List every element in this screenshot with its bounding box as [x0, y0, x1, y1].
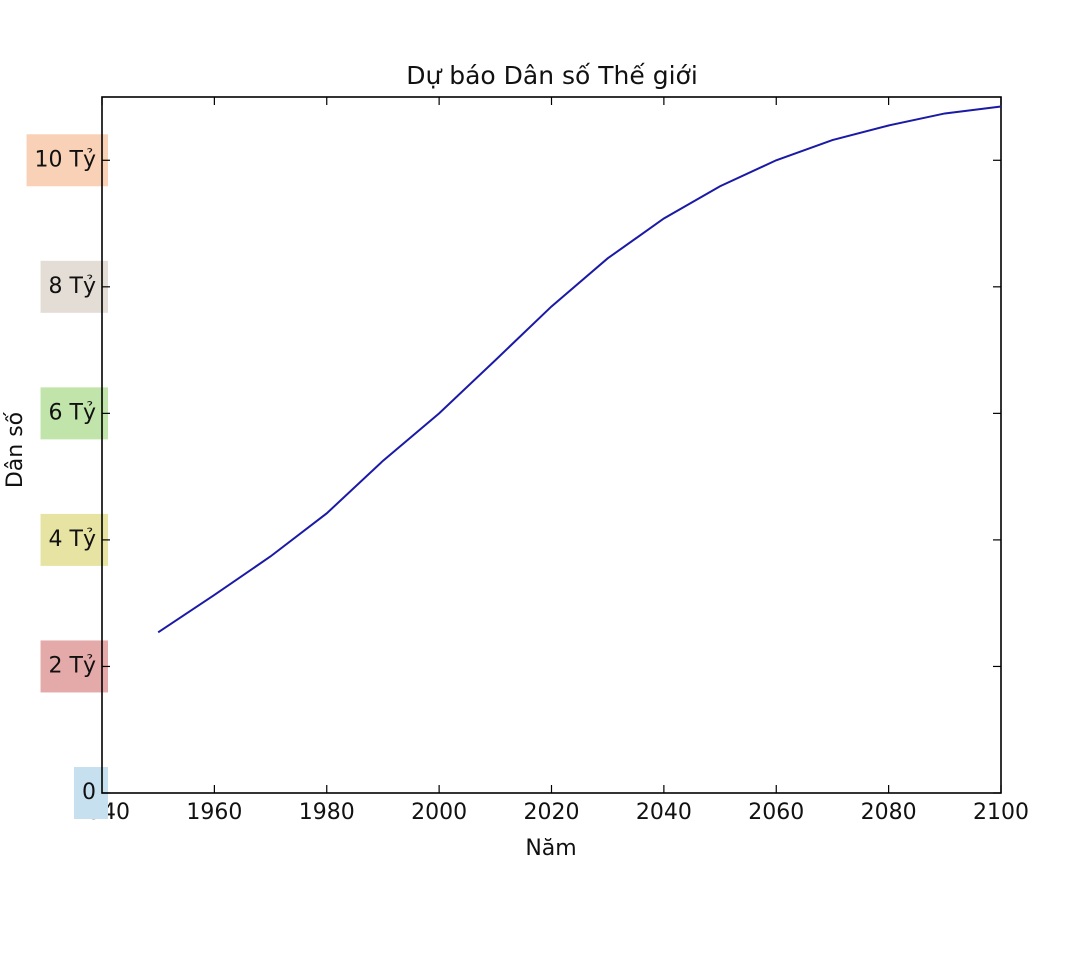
x-tick-label: 2000 [411, 800, 467, 825]
y-tick-label-bg [40, 387, 108, 440]
y-tick-label: 2 Tỷ [49, 653, 96, 678]
y-tick-label-bg [26, 134, 108, 187]
plot-frame [101, 96, 1002, 794]
y-tick-label-bg [40, 640, 108, 693]
x-tick-label: 2020 [524, 800, 580, 825]
line [157, 105, 1002, 634]
x-tick-label: 2080 [861, 800, 917, 825]
y-tick-label: 0 [82, 780, 96, 805]
y-tick-label: 8 Tỷ [49, 274, 96, 299]
chart-title: Dự báo Dân số Thế giới [406, 61, 698, 90]
y-tick-label-bg [40, 513, 108, 566]
y-tick-label: 10 Tỷ [35, 147, 96, 172]
x-axis-label: Năm [525, 836, 576, 861]
x-tick-label: 1960 [186, 800, 242, 825]
x-tick-label: 2100 [973, 800, 1029, 825]
y-tick-label: 6 Tỷ [49, 400, 96, 425]
x-tick-label: 2040 [636, 800, 692, 825]
x-tick-label: 1980 [299, 800, 355, 825]
y-tick-label-bg [40, 260, 108, 313]
y-axis-label: Dân số [3, 411, 28, 488]
x-tick-label: 2060 [748, 800, 804, 825]
y-tick-label: 4 Tỷ [49, 527, 96, 552]
